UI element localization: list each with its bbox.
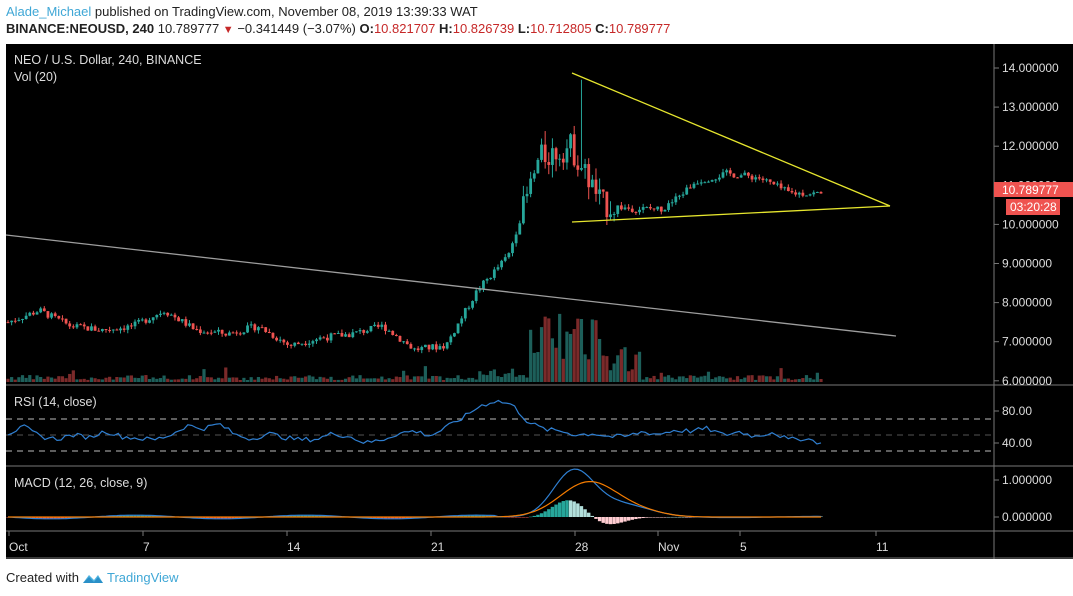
- signal-line: [8, 481, 821, 518]
- price-tick-label: 8.000000: [1002, 296, 1052, 310]
- published-text: published on TradingView.com, November 0…: [94, 4, 478, 19]
- price-change: −0.341449 (−3.07%): [237, 21, 356, 36]
- rsi-tick-label: 40.00: [1002, 436, 1032, 450]
- macd-tick-label: 1.000000: [1002, 473, 1052, 487]
- rsi-title: RSI (14, close): [14, 395, 97, 409]
- main-pane-title: NEO / U.S. Dollar, 240, BINANCE: [14, 53, 202, 67]
- time-tick-label: Oct: [9, 540, 28, 554]
- price-tick-label: 10.000000: [1002, 217, 1059, 231]
- last-price-tag-text: 10.789777: [1002, 183, 1059, 197]
- down-arrow-icon: ▼: [222, 24, 234, 36]
- created-with-text: Created with: [6, 570, 79, 585]
- time-tick-label: 21: [431, 540, 445, 554]
- time-tick-label: 11: [876, 540, 889, 554]
- price-tick-label: 14.000000: [1002, 61, 1059, 75]
- symbol-label: BINANCE:NEOUSD, 240: [6, 21, 155, 36]
- open-value: 10.821707: [373, 21, 436, 36]
- open-label: O:: [359, 21, 374, 36]
- time-tick-label: 7: [143, 540, 150, 554]
- price-tick-label: 6.000000: [1002, 374, 1052, 388]
- last-price: 10.789777: [157, 21, 220, 36]
- rsi-tick-label: 80.00: [1002, 404, 1032, 418]
- tradingview-brand-link[interactable]: TradingView: [106, 570, 179, 585]
- triangle-lower-line[interactable]: [571, 205, 891, 223]
- price-tick-label: 13.000000: [1002, 100, 1059, 114]
- triangle-upper-line[interactable]: [571, 72, 891, 207]
- price-axis[interactable]: 14.00000013.00000012.00000011.00000010.0…: [994, 61, 1059, 388]
- volume-label: Vol (20): [14, 70, 57, 84]
- low-label: L:: [517, 21, 531, 36]
- low-value: 10.712805: [530, 21, 592, 36]
- candlesticks: [6, 79, 823, 354]
- volume-bars: [6, 313, 823, 382]
- descending-trendline[interactable]: [5, 234, 897, 337]
- high-label: H:: [439, 21, 453, 36]
- rsi-pane[interactable]: 80.00 40.00: [6, 399, 1032, 452]
- close-value: 10.789777: [608, 21, 671, 36]
- macd-tick-label: 0.000000: [1002, 510, 1052, 524]
- chart-canvas[interactable]: 14.00000013.00000012.00000011.00000010.0…: [5, 44, 1073, 559]
- rsi-line: [7, 399, 822, 445]
- tradingview-logo-icon: [82, 574, 103, 583]
- footer: Created with TradingView: [6, 570, 179, 585]
- time-tick-label: Nov: [658, 540, 679, 554]
- time-tick-label: 14: [287, 540, 301, 554]
- high-value: 10.826739: [452, 21, 515, 36]
- symbol-info-bar: BINANCE:NEOUSD, 240 10.789777 ▼ −0.34144…: [6, 21, 670, 36]
- time-tick-label: 5: [740, 540, 747, 554]
- close-label: C:: [595, 21, 609, 36]
- price-tick-label: 7.000000: [1002, 335, 1052, 349]
- countdown-tag: [1006, 199, 1060, 215]
- price-tick-label: 12.000000: [1002, 139, 1059, 153]
- last-price-tag: [994, 182, 1073, 197]
- publish-info: Alade_Michael published on TradingView.c…: [6, 4, 478, 19]
- chart-area[interactable]: 14.00000013.00000012.00000011.00000010.0…: [5, 44, 1073, 559]
- author-link[interactable]: Alade_Michael: [6, 4, 92, 19]
- macd-pane[interactable]: 1.000000 0.000000: [6, 468, 1052, 525]
- time-axis[interactable]: Oct 7 14 21 28 Nov 5 11: [8, 531, 889, 554]
- price-tick-label: 9.000000: [1002, 257, 1052, 271]
- time-tick-label: 28: [575, 540, 589, 554]
- countdown-text: 03:20:28: [1010, 200, 1057, 214]
- macd-title: MACD (12, 26, close, 9): [14, 476, 147, 490]
